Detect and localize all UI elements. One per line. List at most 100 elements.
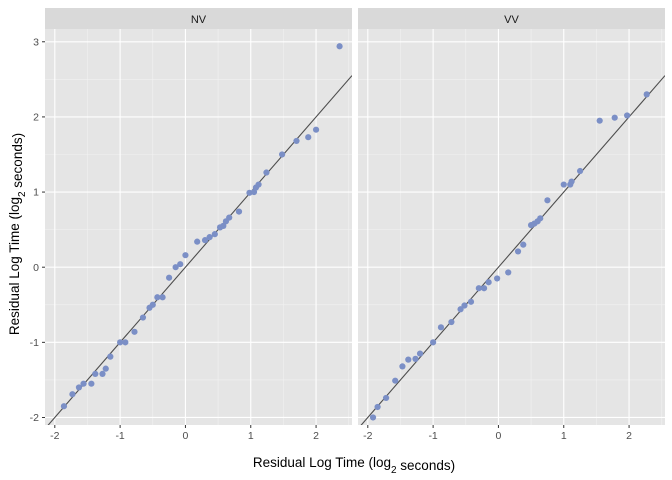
data-point (263, 169, 270, 176)
data-point (182, 252, 189, 259)
data-point (437, 324, 445, 331)
data-point (416, 350, 424, 357)
y-tick-label: 1 (33, 187, 39, 199)
reference-line (47, 75, 352, 425)
data-point (374, 403, 381, 411)
data-point (514, 248, 522, 255)
x-tick-label: 1 (248, 430, 254, 442)
x-tick-label: 0 (496, 430, 502, 442)
data-point (206, 234, 213, 241)
facet-strip (358, 8, 665, 29)
x-tick-label: 2 (313, 430, 319, 442)
data-point (537, 215, 544, 222)
facet-strip (45, 8, 352, 29)
data-point (75, 384, 83, 391)
data-point (201, 237, 209, 244)
y-tick-label: 2 (33, 112, 39, 124)
data-point (172, 264, 179, 271)
x-tick-label: 2 (626, 430, 632, 442)
data-point (467, 298, 475, 305)
y-axis-ticks: -2 -1 0 1 2 3 (30, 36, 45, 424)
data-point (80, 380, 87, 387)
data-point (485, 279, 492, 286)
data-point (624, 112, 631, 119)
data-point (544, 197, 551, 204)
x-tick-label: 0 (183, 430, 189, 442)
data-point (461, 302, 468, 309)
facet-panel-vv: VV (358, 8, 665, 425)
data-point (494, 275, 501, 282)
data-point (154, 294, 161, 301)
facet-strip-label: VV (504, 14, 519, 26)
facet-strip-label: NV (191, 14, 207, 26)
y-axis-title-prefix: Residual Log Time (log (7, 197, 22, 335)
data-point (159, 294, 166, 301)
x-axis-title-prefix: Residual Log Time (log (253, 455, 391, 470)
x-axis-ticks: -2 -1 0 1 2 -2 -1 0 1 2 (50, 425, 632, 442)
data-point (293, 137, 300, 145)
data-point (102, 365, 109, 372)
gridlines (358, 29, 665, 425)
data-point (235, 208, 243, 215)
data-point (568, 178, 575, 185)
data-point (246, 189, 253, 196)
x-axis-title: Residual Log Time (log2 seconds) (253, 455, 455, 476)
data-point (560, 181, 567, 188)
data-point (131, 328, 138, 335)
x-axis-title-subscript: 2 (391, 465, 397, 476)
data-point (117, 339, 124, 346)
data-point (382, 394, 390, 402)
data-point (122, 339, 129, 346)
x-axis-title-suffix: seconds) (397, 458, 456, 473)
data-point (611, 114, 618, 121)
x-tick-label: -1 (115, 430, 124, 442)
data-point (643, 91, 650, 98)
data-point (279, 151, 286, 158)
data-point (220, 222, 227, 229)
data-point (149, 301, 156, 308)
data-points (369, 91, 650, 421)
data-point (99, 370, 106, 378)
data-points (60, 43, 343, 410)
y-axis-title-suffix: seconds) (10, 133, 25, 192)
data-point (392, 377, 399, 384)
data-point (69, 391, 76, 398)
data-point (480, 285, 488, 292)
y-axis-title-subscript: 2 (17, 191, 28, 197)
data-point (226, 214, 233, 221)
y-tick-label: 3 (33, 36, 39, 48)
data-point (405, 356, 412, 363)
data-point (448, 318, 455, 326)
data-point (475, 285, 482, 292)
x-tick-label: -1 (428, 430, 437, 442)
data-point (88, 380, 95, 387)
data-point (107, 353, 114, 360)
data-point (596, 117, 603, 124)
data-point (139, 314, 147, 321)
data-point (211, 231, 218, 238)
reference-line (360, 75, 665, 425)
data-point (312, 126, 320, 133)
data-point (520, 241, 527, 248)
data-point (457, 306, 464, 313)
gridlines (45, 29, 352, 425)
data-point (166, 274, 173, 281)
x-tick-label: -2 (363, 430, 372, 442)
panel-background (45, 29, 352, 425)
data-point (576, 167, 584, 175)
data-point (412, 355, 419, 362)
data-point (60, 403, 68, 410)
data-point (336, 43, 343, 50)
y-axis-title: Residual Log Time (log2 seconds) (7, 133, 28, 335)
data-point (255, 181, 262, 188)
facet-panels: NV VV (45, 8, 665, 425)
data-point (430, 339, 437, 346)
data-point (369, 414, 377, 421)
x-tick-label: -2 (50, 430, 59, 442)
x-tick-label: 1 (561, 430, 567, 442)
data-point (305, 134, 312, 141)
data-point (194, 238, 201, 245)
data-point (399, 363, 406, 370)
data-point (92, 370, 99, 378)
